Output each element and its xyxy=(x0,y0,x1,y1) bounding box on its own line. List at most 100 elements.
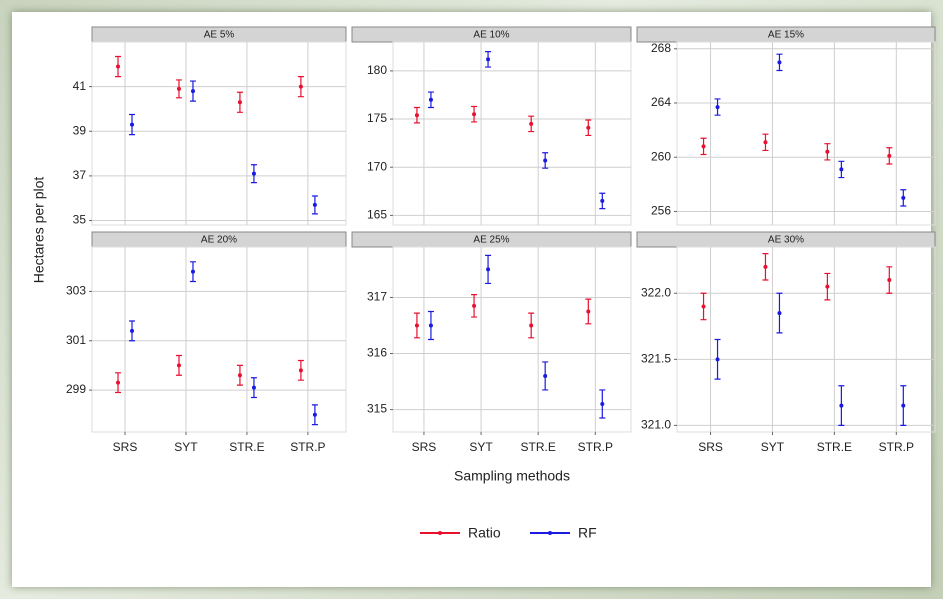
x-tick-label: STR.P xyxy=(879,440,914,454)
x-tick-label: SRS xyxy=(698,440,723,454)
point xyxy=(251,171,256,176)
panel-title: AE 30% xyxy=(768,235,804,246)
point xyxy=(543,373,548,378)
point xyxy=(600,198,605,203)
point xyxy=(176,363,181,368)
point xyxy=(130,122,135,127)
point xyxy=(887,278,892,283)
x-tick-label: STR.E xyxy=(521,440,556,454)
point xyxy=(414,113,419,118)
point xyxy=(586,125,591,130)
x-tick-label: SRS xyxy=(412,440,437,454)
point xyxy=(298,368,303,373)
y-tick-label: 301 xyxy=(66,333,86,347)
y-tick-label: 321.0 xyxy=(641,418,671,432)
plot-area xyxy=(91,246,347,433)
y-tick-label: 322.0 xyxy=(641,285,671,299)
legend-marker xyxy=(438,531,442,535)
legend-label: Ratio xyxy=(468,525,501,541)
point xyxy=(428,323,433,328)
point xyxy=(428,97,433,102)
y-tick-label: 37 xyxy=(73,168,87,182)
panel-title: AE 20% xyxy=(201,235,237,246)
point xyxy=(586,309,591,314)
point xyxy=(414,323,419,328)
point xyxy=(298,84,303,89)
point xyxy=(701,144,706,149)
plot-area xyxy=(91,41,347,226)
legend-label: RF xyxy=(578,525,597,541)
legend-marker xyxy=(548,531,552,535)
point xyxy=(176,86,181,91)
plot-area xyxy=(676,246,936,433)
point xyxy=(763,140,768,145)
point xyxy=(116,64,121,69)
point xyxy=(825,149,830,154)
point xyxy=(887,153,892,158)
x-tick-label: STR.P xyxy=(578,440,613,454)
x-tick-label: SRS xyxy=(113,440,138,454)
point xyxy=(715,105,720,110)
plot-area xyxy=(676,41,936,226)
y-tick-label: 39 xyxy=(73,123,87,137)
panel-title: AE 10% xyxy=(473,30,509,41)
panel-title: AE 25% xyxy=(473,235,509,246)
point xyxy=(237,100,242,105)
panel-title: AE 15% xyxy=(768,30,804,41)
point xyxy=(825,284,830,289)
point xyxy=(190,269,195,274)
point xyxy=(715,357,720,362)
y-tick-label: 264 xyxy=(651,95,671,109)
point xyxy=(543,158,548,163)
point xyxy=(839,167,844,172)
point xyxy=(486,267,491,272)
point xyxy=(486,57,491,62)
x-tick-label: STR.E xyxy=(817,440,852,454)
y-tick-label: 175 xyxy=(367,111,387,125)
y-tick-label: 170 xyxy=(367,159,387,173)
y-tick-label: 317 xyxy=(367,290,387,304)
point xyxy=(529,323,534,328)
point xyxy=(839,403,844,408)
x-axis-label: Sampling methods xyxy=(454,468,570,484)
point xyxy=(763,264,768,269)
y-axis-label: Hectares per plot xyxy=(31,177,47,284)
y-tick-label: 321.5 xyxy=(641,351,671,365)
point xyxy=(312,412,317,417)
point xyxy=(472,112,477,117)
y-tick-label: 299 xyxy=(66,382,86,396)
point xyxy=(116,380,121,385)
point xyxy=(472,303,477,308)
x-tick-label: STR.E xyxy=(229,440,264,454)
x-tick-label: STR.P xyxy=(290,440,325,454)
point xyxy=(130,328,135,333)
y-tick-label: 316 xyxy=(367,346,387,360)
point xyxy=(777,60,782,65)
y-tick-label: 41 xyxy=(73,79,87,93)
x-tick-label: SYT xyxy=(174,440,198,454)
y-tick-label: 256 xyxy=(651,204,671,218)
point xyxy=(777,311,782,316)
point xyxy=(237,373,242,378)
x-tick-label: SYT xyxy=(469,440,493,454)
y-tick-label: 303 xyxy=(66,284,86,298)
y-tick-label: 180 xyxy=(367,63,387,77)
point xyxy=(901,403,906,408)
point xyxy=(901,195,906,200)
canvas xyxy=(12,12,931,587)
y-tick-label: 260 xyxy=(651,149,671,163)
point xyxy=(251,385,256,390)
y-tick-label: 165 xyxy=(367,208,387,222)
plot-area xyxy=(392,246,632,433)
x-tick-label: SYT xyxy=(761,440,785,454)
point xyxy=(312,202,317,207)
y-tick-label: 315 xyxy=(367,402,387,416)
panel-title: AE 5% xyxy=(204,30,235,41)
point xyxy=(529,121,534,126)
y-tick-label: 35 xyxy=(73,213,87,227)
point xyxy=(600,401,605,406)
y-tick-label: 268 xyxy=(651,41,671,55)
point xyxy=(701,304,706,309)
